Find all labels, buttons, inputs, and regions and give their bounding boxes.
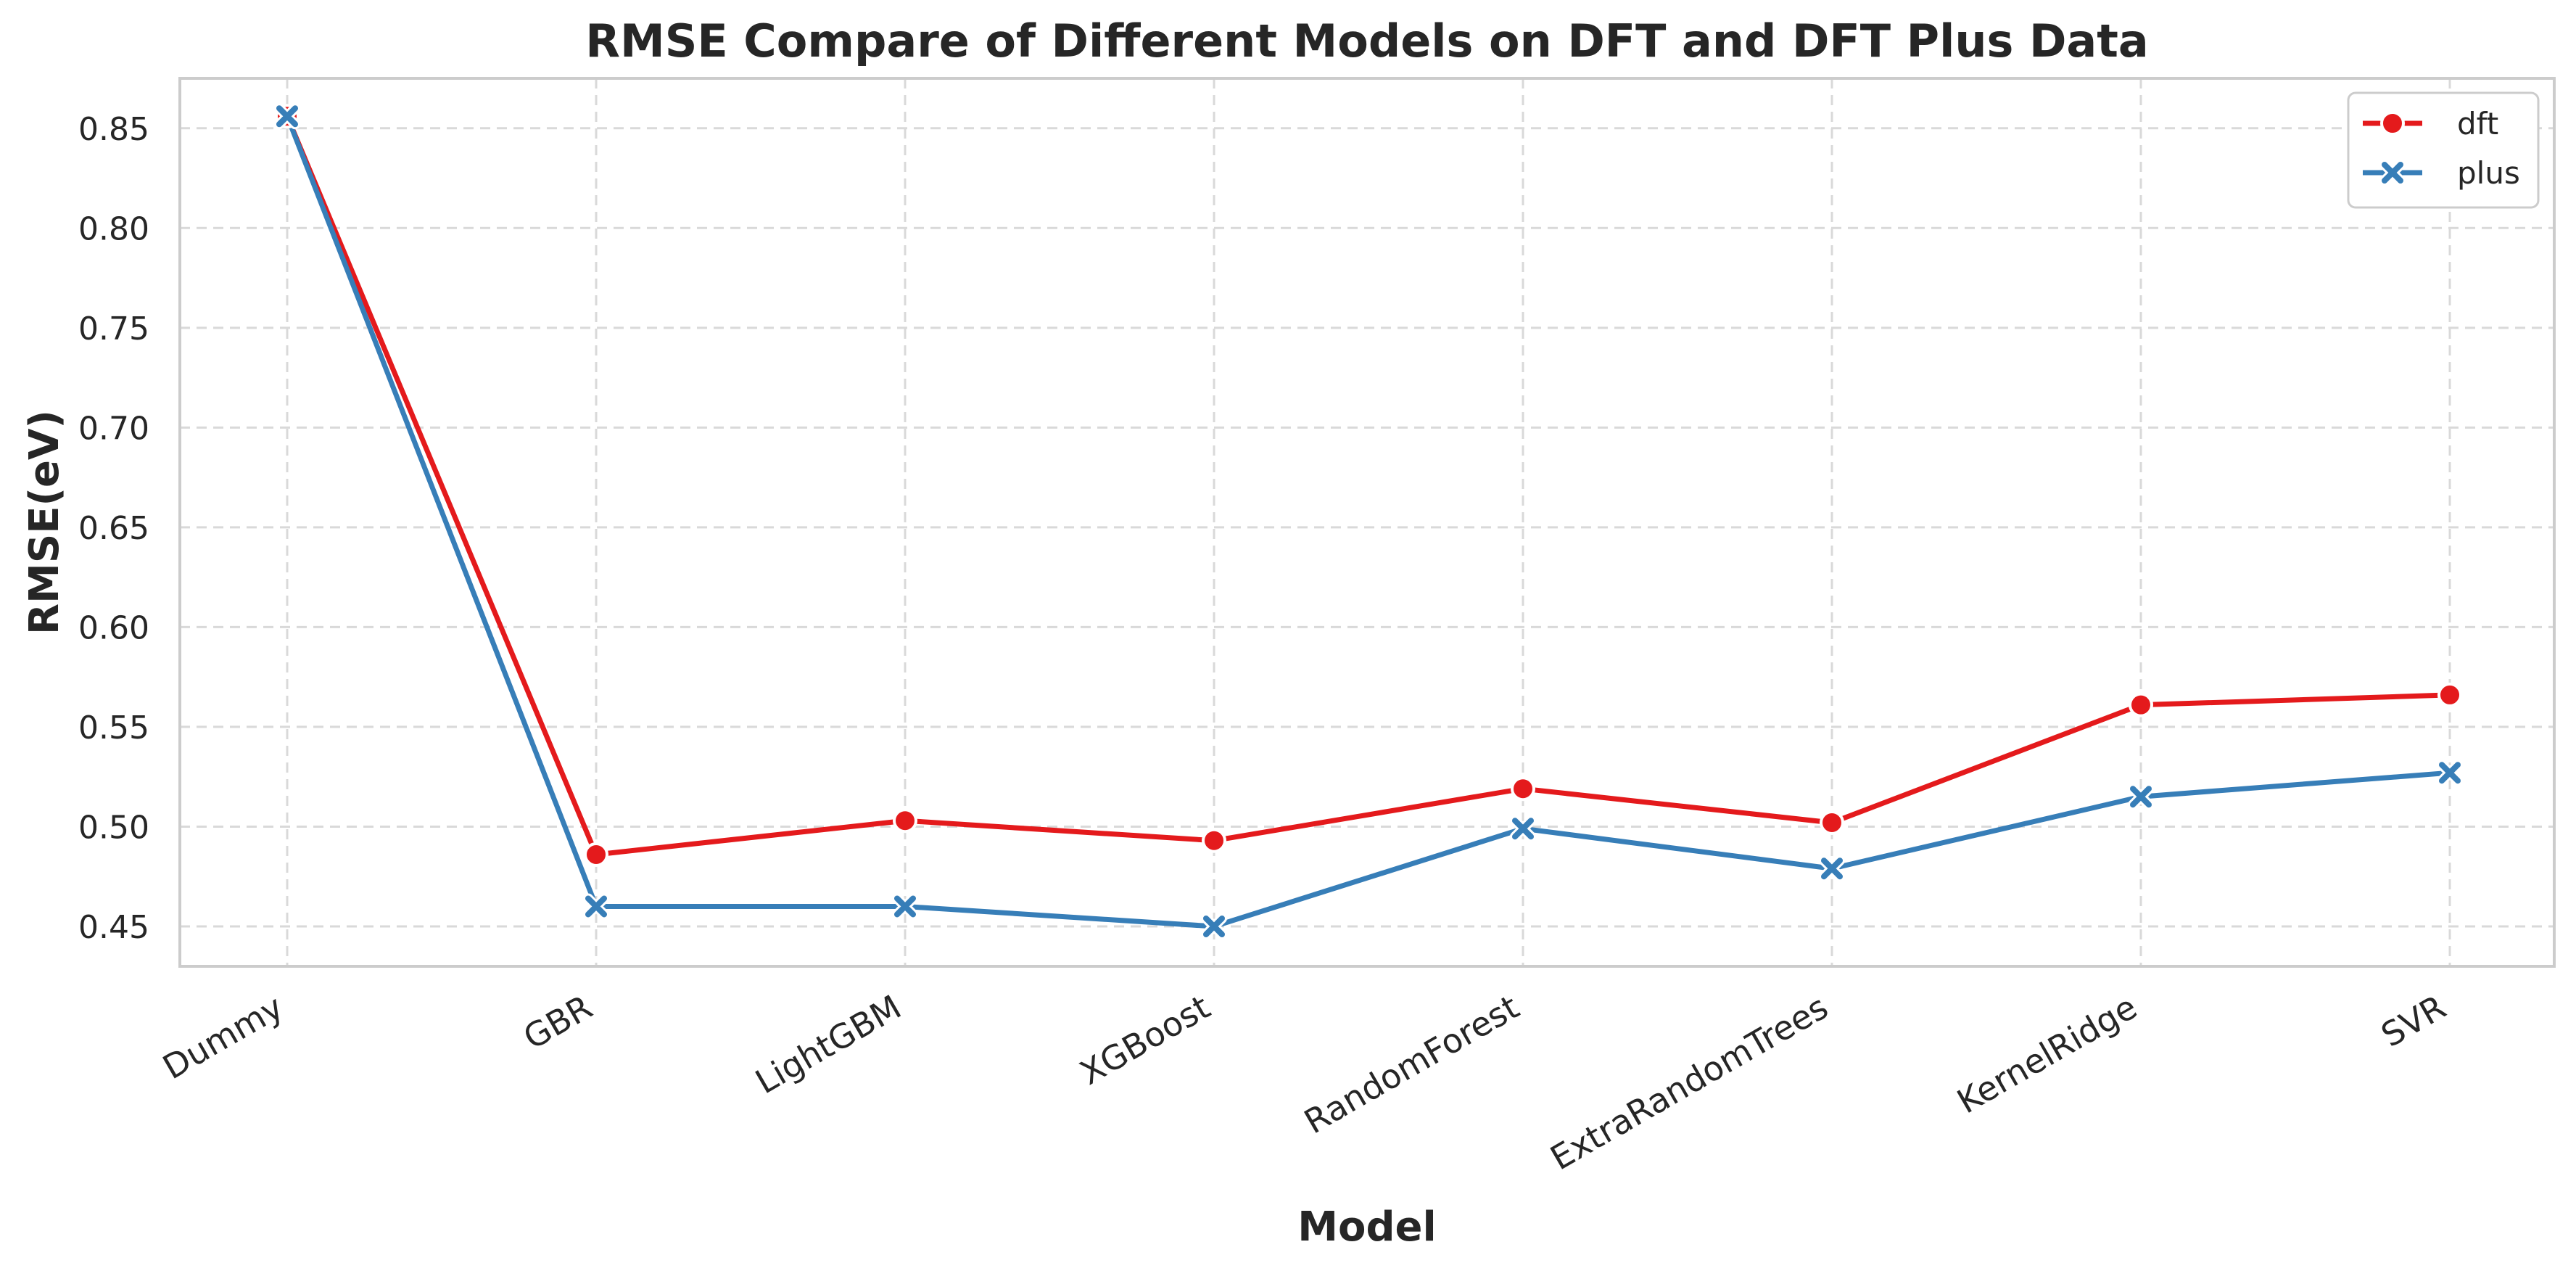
x-axis-label: Model bbox=[1297, 1204, 1436, 1251]
legend-marker-plus bbox=[2379, 160, 2406, 186]
series-line-dft bbox=[284, 115, 2451, 857]
legend-label-dft: dft bbox=[2457, 106, 2498, 141]
plot-area-frame bbox=[178, 77, 2556, 968]
data-point-dft bbox=[893, 808, 917, 834]
data-point-plus bbox=[1819, 855, 1845, 882]
y-axis-label: RMSE(eV) bbox=[21, 410, 68, 635]
series-lines bbox=[274, 103, 2463, 939]
y-tick-label: 0.65 bbox=[78, 510, 149, 547]
legend-label-plus: plus bbox=[2457, 155, 2520, 191]
legend: dft plus bbox=[2347, 91, 2540, 209]
grid-lines bbox=[180, 78, 2554, 966]
y-tick-label: 0.75 bbox=[78, 310, 149, 347]
data-point-plus bbox=[1201, 913, 1227, 939]
y-tick-label: 0.55 bbox=[78, 709, 149, 746]
data-point-dft bbox=[584, 842, 608, 867]
data-point-dft bbox=[1202, 828, 1226, 853]
data-point-plus bbox=[274, 103, 300, 130]
data-point-plus bbox=[583, 893, 609, 920]
legend-marker-dft bbox=[2380, 111, 2405, 136]
data-point-plus bbox=[2128, 783, 2154, 810]
series-line-plus bbox=[284, 115, 2451, 929]
data-point-dft bbox=[2129, 692, 2153, 717]
data-point-plus bbox=[2437, 760, 2463, 786]
chart-title: RMSE Compare of Different Models on DFT … bbox=[585, 15, 2149, 67]
data-point-plus bbox=[892, 893, 918, 920]
y-axis-ticks: 0.45 0.50 0.55 0.60 0.65 0.70 0.75 0.80 0.85 bbox=[78, 111, 149, 946]
y-tick-label: 0.45 bbox=[78, 909, 149, 946]
data-point-dft bbox=[2437, 682, 2462, 707]
y-tick-label: 0.60 bbox=[78, 609, 149, 646]
data-point-plus bbox=[1510, 815, 1536, 842]
y-tick-label: 0.85 bbox=[78, 111, 149, 148]
data-point-dft bbox=[1511, 776, 1535, 802]
data-point-dft bbox=[1820, 810, 1844, 835]
y-tick-label: 0.50 bbox=[78, 809, 149, 846]
y-tick-label: 0.70 bbox=[78, 410, 149, 447]
y-tick-label: 0.80 bbox=[78, 210, 149, 247]
